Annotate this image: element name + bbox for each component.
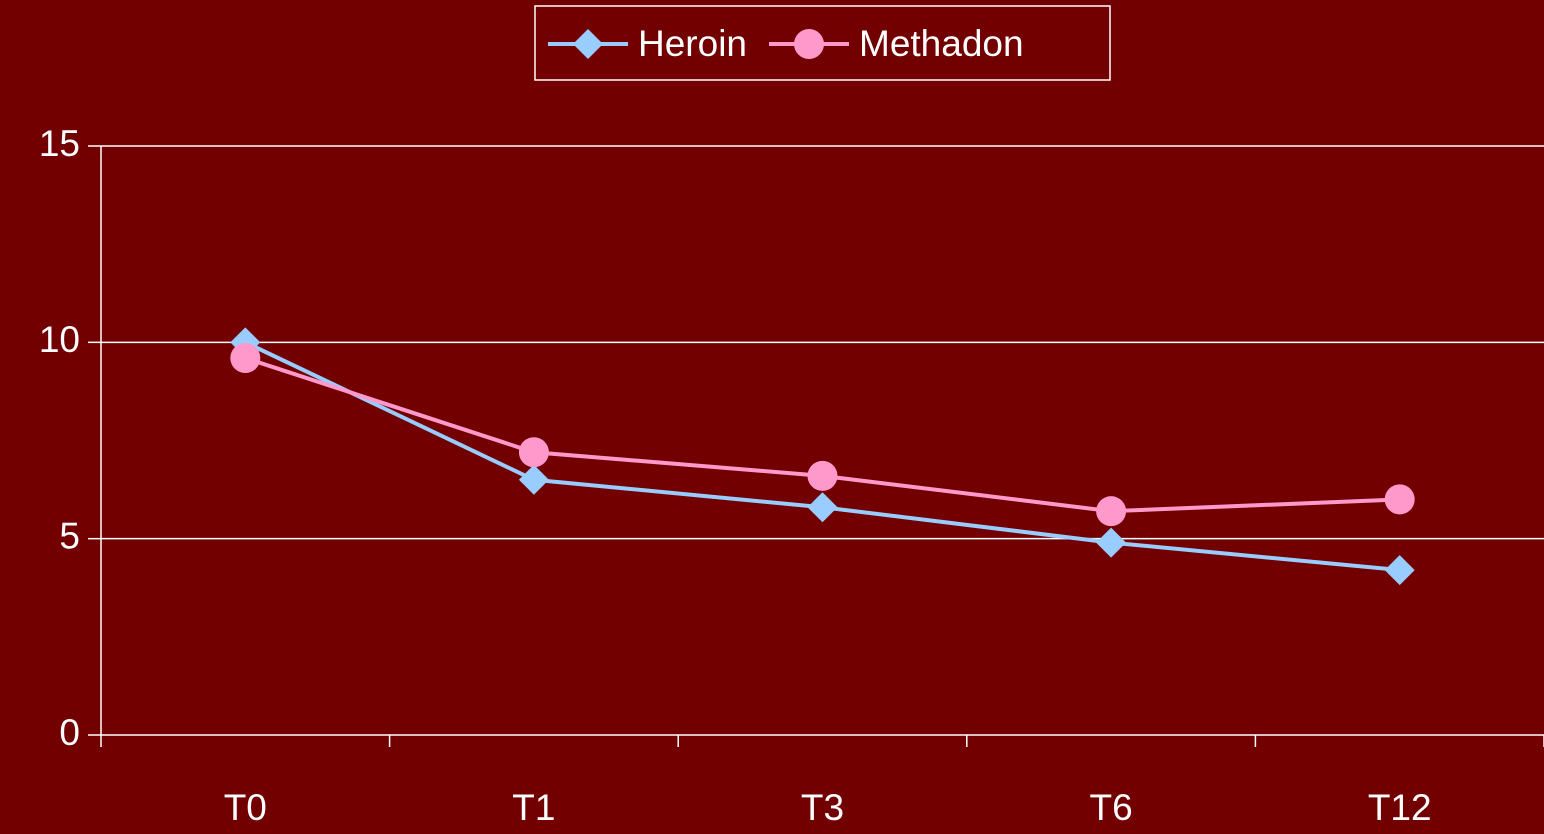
data-point (807, 460, 838, 491)
legend-box (534, 5, 1111, 81)
x-tick-label: T12 (1368, 787, 1432, 828)
x-tick-label: T3 (801, 787, 844, 828)
series-line (244, 340, 1400, 573)
data-point (1384, 484, 1415, 515)
data-point (1096, 496, 1127, 527)
x-tick-label: T6 (1090, 787, 1133, 828)
legend-label: Methadon (859, 23, 1024, 64)
x-tick-label: T1 (512, 787, 555, 828)
y-tick-label: 15 (39, 123, 80, 164)
data-point (807, 492, 838, 523)
legend-label: Heroin (638, 23, 747, 64)
data-point (1096, 527, 1127, 558)
y-tick-label: 5 (59, 515, 80, 556)
y-tick-label: 10 (39, 319, 80, 360)
x-tick-label: T0 (224, 787, 267, 828)
y-tick-label: 0 (59, 712, 80, 753)
legend-marker (794, 29, 824, 59)
data-point (230, 343, 261, 374)
data-point (518, 437, 549, 468)
data-point (1384, 555, 1415, 586)
legend-marker (573, 29, 603, 59)
data-point (518, 464, 549, 495)
